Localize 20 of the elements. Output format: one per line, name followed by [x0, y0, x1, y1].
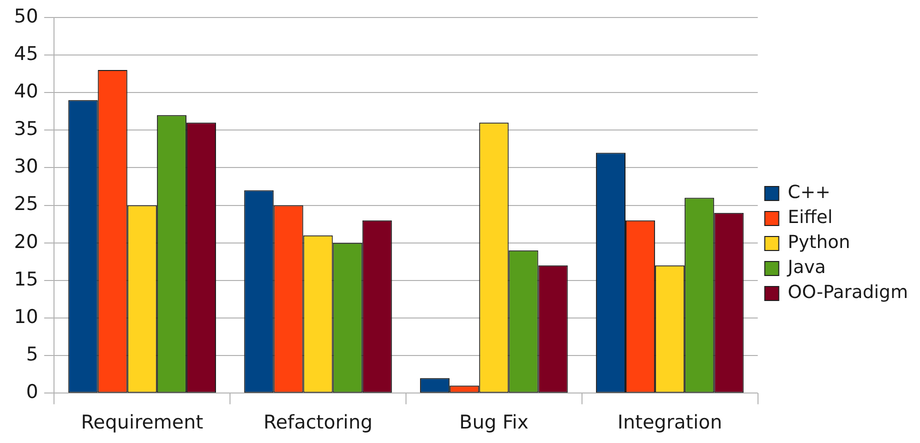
y-tick-label: 10 [14, 306, 38, 328]
y-tick-label: 35 [14, 118, 38, 140]
x-tick-label: Integration [617, 412, 722, 434]
y-tick-label: 30 [14, 156, 38, 178]
y-tick-label: 25 [14, 193, 38, 216]
x-tick-label: Requirement [81, 412, 204, 434]
y-tick-label: 20 [14, 230, 38, 253]
legend-label: C++ [788, 182, 831, 204]
y-tick-label: 45 [14, 42, 38, 65]
y-tick-label: 15 [14, 268, 38, 290]
y-tick-label: 50 [14, 5, 38, 28]
legend-label: OO-Paradigm [788, 282, 908, 304]
y-tick-label: 40 [14, 80, 38, 102]
legend-label: Java [786, 257, 826, 278]
legend-label: Python [788, 232, 850, 254]
legend-label: Eiffel [788, 207, 833, 228]
y-tick-label: 5 [26, 344, 38, 366]
x-tick-label: Refactoring [263, 412, 373, 434]
x-tick-label: Bug Fix [459, 412, 529, 434]
y-tick-label: 0 [26, 381, 38, 404]
